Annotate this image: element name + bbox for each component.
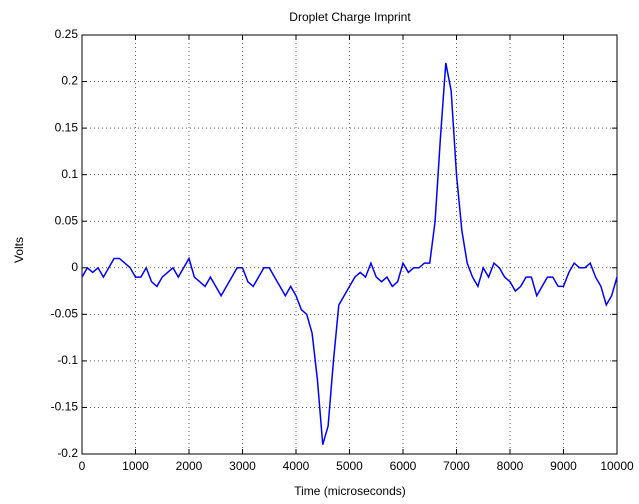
y-tick-label: 0.2 — [61, 74, 78, 88]
y-tick-label: 0.1 — [61, 167, 78, 181]
y-tick-label: -0.15 — [51, 400, 79, 414]
y-tick-label: 0.05 — [55, 213, 79, 227]
y-tick-label: -0.05 — [51, 307, 79, 321]
y-tick-label: 0.15 — [55, 120, 79, 134]
x-tick-label: 6000 — [390, 459, 417, 473]
x-axis-label: Time (microseconds) — [294, 484, 406, 498]
plot-frame — [81, 34, 618, 455]
y-tick-label: 0 — [71, 260, 78, 274]
x-tick-label: 0 — [79, 459, 86, 473]
x-tick-label: 2000 — [176, 459, 203, 473]
y-tick-label: 0.25 — [55, 27, 79, 41]
y-tick-label: -0.1 — [57, 353, 78, 367]
x-tick-label: 7000 — [443, 459, 470, 473]
x-tick-label: 5000 — [336, 459, 363, 473]
y-tick-label: -0.2 — [57, 446, 78, 460]
x-tick-label: 8000 — [497, 459, 524, 473]
y-axis-label: Volts — [12, 237, 26, 263]
data-line — [81, 62, 618, 445]
x-tick-label: 3000 — [229, 459, 256, 473]
x-tick-label: 4000 — [283, 459, 310, 473]
x-tick-label: 10000 — [600, 459, 634, 473]
x-tick-label: 9000 — [550, 459, 577, 473]
chart-title: Droplet Charge Imprint — [289, 10, 411, 24]
x-tick-label: 1000 — [122, 459, 149, 473]
